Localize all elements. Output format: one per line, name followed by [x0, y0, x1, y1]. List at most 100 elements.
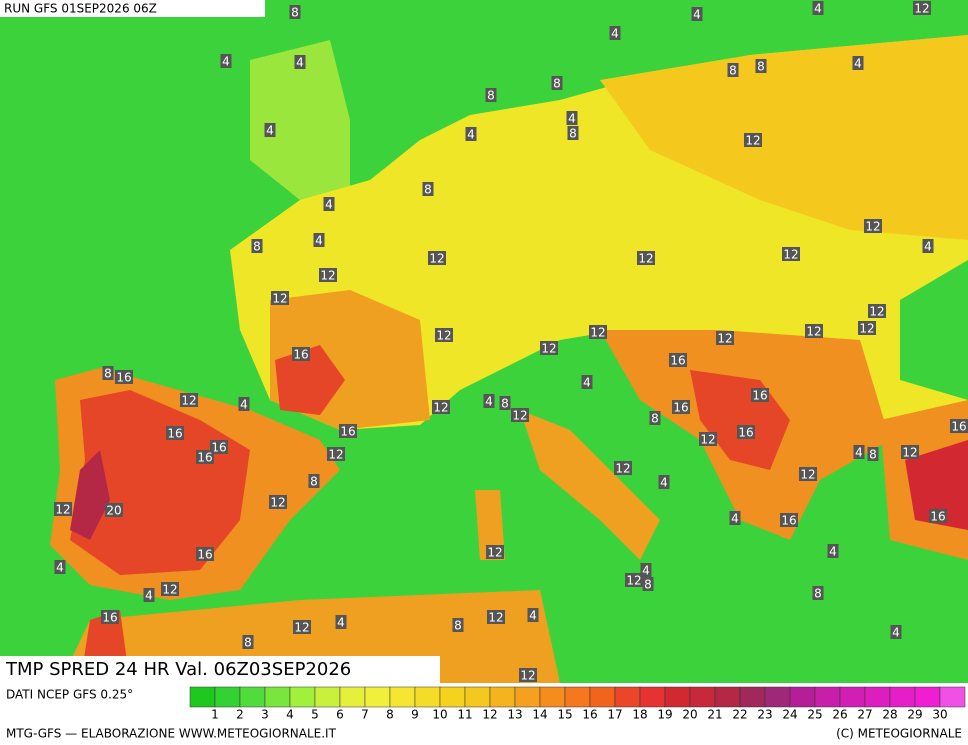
- color-cell: [439, 686, 466, 708]
- label-box: [105, 503, 123, 517]
- color-cell: [389, 686, 416, 708]
- contour-label: 12: [429, 252, 444, 266]
- contour-label: 16: [340, 425, 355, 439]
- label-box: [54, 502, 72, 516]
- contour-label: 8: [553, 77, 561, 91]
- label-box: [913, 1, 931, 15]
- contour-label: 8: [424, 183, 432, 197]
- label-box: [264, 123, 276, 137]
- contour-label: 12: [859, 322, 874, 336]
- contour-label: 16: [781, 514, 796, 528]
- contour-label: 20: [106, 504, 121, 518]
- colorbar-tick: 30: [932, 708, 947, 722]
- colorbar-tick: 4: [286, 708, 294, 722]
- contour-label: 8: [569, 127, 577, 141]
- contour-label: 12: [162, 583, 177, 597]
- colorbar: 1 2 3 4 5 6 7 8 9 10 11 12 13 14 15 16 17 18 19 20 21 22 23 24 2…: [189, 686, 966, 722]
- contour-label: 4: [529, 609, 537, 623]
- iberia-hot: [70, 390, 250, 575]
- contour-label: 12: [717, 332, 732, 346]
- color-cell: [714, 686, 741, 708]
- label-box: [335, 615, 347, 629]
- label-box: [485, 88, 497, 102]
- label-box: [313, 233, 325, 247]
- contour-label: 4: [485, 395, 493, 409]
- contour-label: 4: [325, 198, 333, 212]
- colorbar-tick: 13: [507, 708, 522, 722]
- label-box: [422, 182, 434, 196]
- label-box: [672, 400, 690, 414]
- colorbar-tick: 11: [457, 708, 472, 722]
- contour-label: 4: [829, 545, 837, 559]
- colorbar-tick: 18: [632, 708, 647, 722]
- contour-label: 4: [924, 240, 932, 254]
- contour-label: 16: [197, 548, 212, 562]
- contour-label: 4: [693, 8, 701, 22]
- contour-label: 12: [55, 503, 70, 517]
- label-box: [737, 425, 755, 439]
- label-box: [614, 461, 632, 475]
- label-box: [782, 247, 800, 261]
- contour-label: 12: [806, 325, 821, 339]
- label-box: [292, 347, 310, 361]
- label-box: [308, 474, 320, 488]
- label-box: [751, 388, 769, 402]
- label-box: [54, 560, 66, 574]
- colorbar-tick: 22: [732, 708, 747, 722]
- colorbar-tick: 6: [336, 708, 344, 722]
- contour-label: 12: [320, 269, 335, 283]
- contour-label: 4: [337, 616, 345, 630]
- colorbar-tick: 26: [832, 708, 847, 722]
- contour-label: 16: [102, 611, 117, 625]
- contour-label: 4: [568, 112, 576, 126]
- colorbar-tick: 7: [361, 708, 369, 722]
- colorbar-tick: 23: [757, 708, 772, 722]
- label-box: [780, 513, 798, 527]
- contour-label: 12: [520, 669, 535, 683]
- color-cell: [664, 686, 691, 708]
- label-box: [435, 328, 453, 342]
- color-cell: [889, 686, 916, 708]
- color-cell: [289, 686, 316, 708]
- label-box: [864, 219, 882, 233]
- contour-label: 12: [328, 448, 343, 462]
- color-cell: [839, 686, 866, 708]
- label-box: [950, 419, 968, 433]
- label-box: [269, 495, 287, 509]
- contour-label: 4: [145, 589, 153, 603]
- colorbar-tick: 3: [261, 708, 269, 722]
- colorbar-tick: 5: [311, 708, 319, 722]
- black-sea: [900, 260, 968, 400]
- label-box: [625, 573, 643, 587]
- color-cell: [939, 686, 966, 708]
- contour-label: 12: [488, 611, 503, 625]
- contour-label: 12: [783, 248, 798, 262]
- sardinia: [475, 490, 505, 560]
- contour-label: 8: [454, 619, 462, 633]
- label-box: [238, 397, 250, 411]
- contour-label: 16: [293, 348, 308, 362]
- label-box: [922, 239, 934, 253]
- field: [50, 35, 968, 683]
- label-box: [289, 5, 301, 19]
- contour-label: 4: [467, 128, 475, 142]
- label-box: [452, 618, 464, 632]
- label-box: [929, 509, 947, 523]
- label-box: [755, 59, 767, 73]
- label-box: [327, 447, 345, 461]
- label-box: [669, 353, 687, 367]
- label-box: [699, 432, 717, 446]
- contour-label: 8: [644, 578, 652, 592]
- label-box: [196, 450, 214, 464]
- contour-label: 16: [951, 420, 966, 434]
- color-cell: [589, 686, 616, 708]
- label-box: [323, 197, 335, 211]
- label-box: [519, 668, 537, 682]
- label-box: [487, 610, 505, 624]
- label-box: [271, 291, 289, 305]
- contour-label: 4: [583, 376, 591, 390]
- label-box: [465, 127, 477, 141]
- color-cell: [639, 686, 666, 708]
- label-box: [499, 396, 511, 410]
- label-box: [727, 63, 739, 77]
